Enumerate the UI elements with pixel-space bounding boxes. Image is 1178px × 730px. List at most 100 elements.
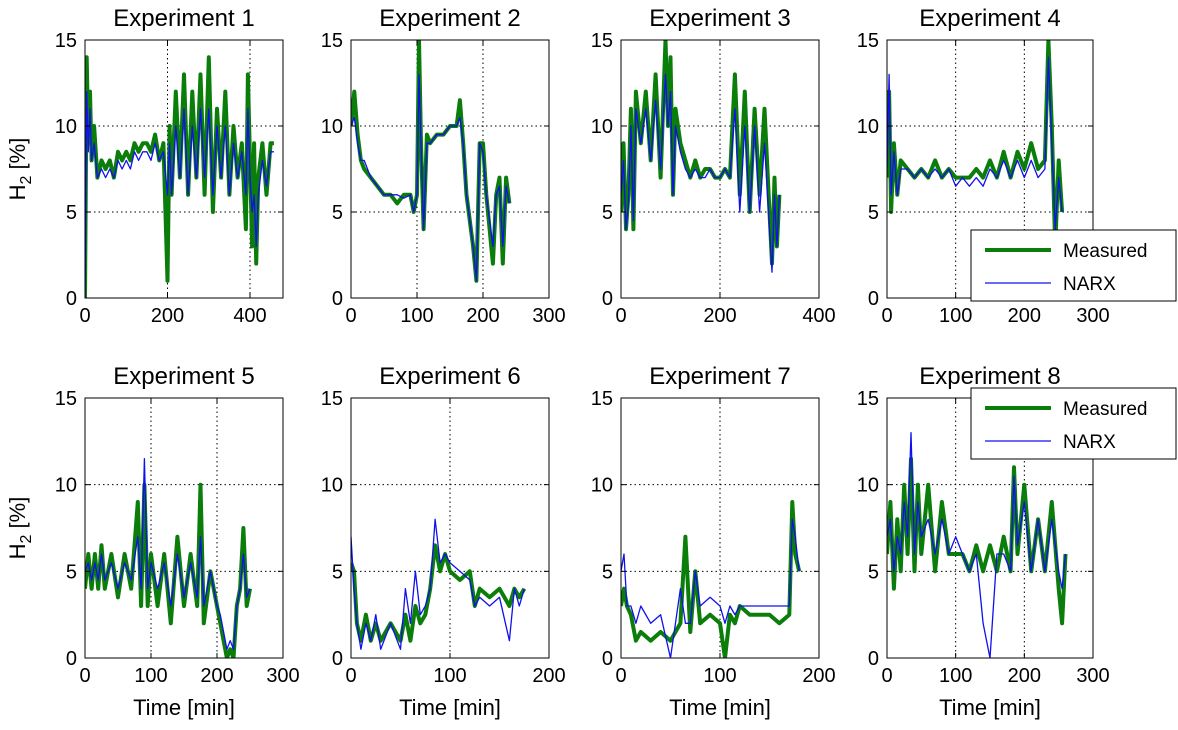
subplot-title: Experiment 2 <box>379 5 520 32</box>
y-tick-label: 15 <box>321 30 343 52</box>
y-tick-label: 5 <box>868 561 879 583</box>
x-axis-label: Time [min] <box>669 695 771 720</box>
y-tick-label: 0 <box>66 648 77 670</box>
subplot-title: Experiment 4 <box>919 5 1060 32</box>
series-narx <box>621 73 781 273</box>
x-axis-label: Time [min] <box>399 695 501 720</box>
y-tick-label: 5 <box>602 202 613 224</box>
x-tick-label: 200 <box>200 665 233 687</box>
x-tick-label: 100 <box>703 665 736 687</box>
series-narx <box>351 518 525 650</box>
y-tick-label: 10 <box>857 116 879 138</box>
y-axis-label: H2 [%] <box>5 138 35 201</box>
x-tick-label: 0 <box>615 305 626 327</box>
y-tick-label: 15 <box>321 388 343 410</box>
y-tick-label: 15 <box>857 30 879 52</box>
subplot-title: Experiment 6 <box>379 363 520 390</box>
y-tick-label: 10 <box>55 475 77 497</box>
subplot-6: 0 100 200 0 5 10 15 Experiment 6 Time [min] <box>321 363 566 720</box>
subplot-2: 0 100 200 300 0 5 10 15 Experiment 2 <box>321 5 566 327</box>
x-tick-label: 300 <box>532 305 565 327</box>
y-tick-label: 15 <box>55 388 77 410</box>
subplot-title: Experiment 1 <box>113 5 254 32</box>
axes-box <box>84 397 284 659</box>
series-narx <box>85 90 274 298</box>
axes-box <box>620 39 820 299</box>
x-tick-label: 0 <box>615 665 626 687</box>
series-narx <box>85 458 251 650</box>
series-measured <box>621 40 782 266</box>
y-tick-label: 5 <box>332 202 343 224</box>
x-tick-label: 200 <box>532 665 565 687</box>
x-tick-label: 0 <box>345 665 356 687</box>
x-tick-label: 200 <box>703 305 736 327</box>
y-tick-label: 10 <box>321 116 343 138</box>
legend: Measured NARX <box>970 387 1177 460</box>
subplot-1: 0 200 400 0 5 10 15 Experiment 1 H2 [%] <box>5 5 284 327</box>
x-tick-label: 100 <box>939 665 972 687</box>
x-tick-label: 0 <box>79 665 90 687</box>
subplot-3: 0 200 400 0 5 10 15 Experiment 3 <box>591 5 836 327</box>
legend-label: Measured <box>1063 241 1148 262</box>
y-tick-label: 0 <box>868 288 879 310</box>
series-narx <box>351 73 511 282</box>
x-tick-label: 200 <box>1008 665 1041 687</box>
x-tick-label: 200 <box>466 305 499 327</box>
x-tick-label: 0 <box>881 305 892 327</box>
series-measured <box>887 40 1065 249</box>
subplot-title: Experiment 3 <box>649 5 790 32</box>
series-measured <box>621 500 802 658</box>
x-axis-label: Time [min] <box>133 695 235 720</box>
y-tick-label: 0 <box>602 288 613 310</box>
series-narx <box>887 56 1063 230</box>
y-tick-label: 10 <box>55 116 77 138</box>
x-tick-label: 200 <box>802 665 835 687</box>
subplot-title: Experiment 5 <box>113 363 254 390</box>
y-axis-label: H2 [%] <box>5 497 35 560</box>
y-tick-label: 0 <box>332 288 343 310</box>
y-tick-label: 10 <box>321 475 343 497</box>
x-tick-label: 300 <box>1076 665 1109 687</box>
x-tick-label: 0 <box>881 665 892 687</box>
legend: Measured NARX <box>970 229 1177 302</box>
series-narx <box>621 518 800 658</box>
y-tick-label: 5 <box>602 561 613 583</box>
x-tick-label: 300 <box>1076 305 1109 327</box>
series-narx <box>887 432 1067 658</box>
y-tick-label: 0 <box>332 648 343 670</box>
subplot-title: Experiment 7 <box>649 363 790 390</box>
x-tick-label: 100 <box>400 305 433 327</box>
y-tick-label: 15 <box>591 388 613 410</box>
legend-box <box>970 387 1177 460</box>
x-axis-label: Time [min] <box>939 695 1041 720</box>
y-tick-label: 5 <box>332 561 343 583</box>
subplot-4: 0 100 200 300 0 5 10 15 Experiment 4 <box>857 5 1110 327</box>
subplot-title: Experiment 8 <box>919 363 1060 390</box>
x-tick-label: 0 <box>79 305 90 327</box>
subplot-7: 0 100 200 0 5 10 15 Experiment 7 Time [min] <box>591 363 836 720</box>
y-tick-label: 10 <box>591 475 613 497</box>
x-tick-label: 400 <box>233 305 266 327</box>
x-tick-label: 200 <box>151 305 184 327</box>
x-tick-label: 200 <box>1008 305 1041 327</box>
y-tick-label: 15 <box>55 30 77 52</box>
legend-label: NARX <box>1063 432 1116 453</box>
y-tick-label: 0 <box>602 648 613 670</box>
series-measured <box>351 40 512 283</box>
legend-label: NARX <box>1063 274 1116 295</box>
legend-label: Measured <box>1063 399 1148 420</box>
x-tick-label: 100 <box>433 665 466 687</box>
axes-box <box>84 39 284 299</box>
y-tick-label: 10 <box>857 475 879 497</box>
y-tick-label: 15 <box>857 388 879 410</box>
y-tick-label: 0 <box>66 288 77 310</box>
y-tick-label: 5 <box>868 202 879 224</box>
y-tick-label: 10 <box>591 116 613 138</box>
y-tick-label: 0 <box>868 648 879 670</box>
series-measured <box>85 55 274 298</box>
x-tick-label: 300 <box>266 665 299 687</box>
x-tick-label: 0 <box>345 305 356 327</box>
series-measured <box>85 482 252 658</box>
x-tick-label: 400 <box>802 305 835 327</box>
